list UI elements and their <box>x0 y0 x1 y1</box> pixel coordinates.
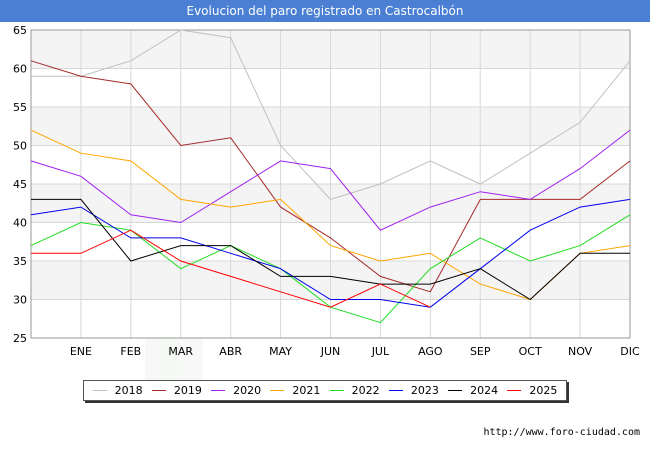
y-tick-label: 65 <box>13 24 27 37</box>
legend-swatch <box>270 390 285 391</box>
y-tick-label: 40 <box>13 217 27 230</box>
legend-item-2019: 2019 <box>151 384 202 397</box>
legend-swatch <box>448 390 463 391</box>
series-line-2025 <box>31 229 431 308</box>
series-line-2020 <box>30 129 631 231</box>
source-url: http://www.foro-ciudad.com <box>483 427 640 438</box>
x-tick-label: NOV <box>568 345 593 358</box>
y-tick-label: 25 <box>13 332 27 345</box>
series-line-2024 <box>31 198 630 301</box>
legend-swatch <box>211 390 226 391</box>
chart-title: Evolucion del paro registrado en Castroc… <box>0 0 650 22</box>
x-tick-label: MAY <box>269 345 292 358</box>
y-tick-label: 50 <box>13 140 27 153</box>
legend-label: 2023 <box>410 384 439 397</box>
legend-label: 2022 <box>351 384 380 397</box>
plot-frame <box>30 29 631 339</box>
x-tick-label: OCT <box>519 345 542 358</box>
y-tick-label: 60 <box>13 63 27 76</box>
y-tick-label: 55 <box>13 101 27 114</box>
x-tick-label: ENE <box>70 345 92 358</box>
legend-swatch <box>388 390 403 391</box>
series-line-2018 <box>31 29 631 200</box>
x-tick-label: ABR <box>219 345 242 358</box>
legend-item-2023: 2023 <box>388 384 439 397</box>
x-tick-label: FEB <box>120 345 141 358</box>
legend-swatch <box>507 390 522 391</box>
legend-swatch <box>151 390 166 391</box>
legend-item-2020: 2020 <box>211 384 261 397</box>
y-tick-label: 30 <box>13 294 27 307</box>
legend-swatch <box>92 390 107 391</box>
legend-label: 2020 <box>233 384 262 397</box>
legend-label: 2024 <box>470 384 499 397</box>
legend-swatch <box>329 390 344 391</box>
x-tick-label: MAR <box>168 345 193 358</box>
x-tick-label: JUL <box>371 345 390 358</box>
series-line-2023 <box>30 198 631 308</box>
legend-label: 2025 <box>529 384 558 397</box>
legend-item-2024: 2024 <box>448 384 498 397</box>
legend-label: 2018 <box>114 384 143 397</box>
legend-item-2018: 2018 <box>92 384 143 397</box>
x-tick-label: SEP <box>470 345 491 358</box>
chart-legend: 2018 2019 2020 2021 2022 2023 2024 2025 <box>83 380 567 401</box>
legend-item-2025: 2025 <box>507 384 557 397</box>
y-tick-label: 35 <box>13 255 27 268</box>
x-tick-label: AGO <box>418 345 443 358</box>
legend-item-2022: 2022 <box>329 384 380 397</box>
legend-item-2021: 2021 <box>270 384 320 397</box>
x-tick-label: JUN <box>320 345 341 358</box>
y-tick-label: 45 <box>13 178 27 191</box>
legend-label: 2019 <box>173 384 202 397</box>
x-tick-label: DIC <box>620 345 640 358</box>
legend-label: 2021 <box>292 384 321 397</box>
